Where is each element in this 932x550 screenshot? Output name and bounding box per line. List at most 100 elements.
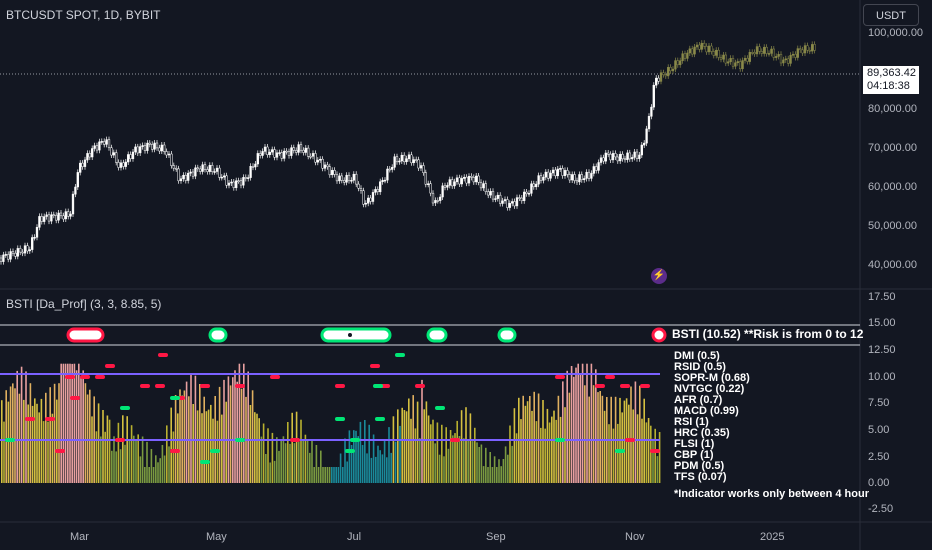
candle-body	[405, 158, 408, 163]
candle-body	[350, 180, 353, 182]
histogram-bar	[465, 407, 467, 483]
candle-body	[415, 159, 418, 161]
histogram-bar	[185, 381, 188, 483]
histogram-bar	[234, 370, 236, 483]
histogram-bar	[25, 371, 27, 483]
candle-body	[381, 179, 384, 182]
histogram-bar	[570, 366, 573, 483]
candle-body	[575, 180, 579, 183]
histogram-bar	[293, 443, 296, 483]
candle-body	[319, 158, 322, 161]
component-marker-green	[5, 438, 15, 442]
candle-body	[669, 67, 672, 72]
histogram-bar	[350, 445, 353, 483]
component-marker-green	[350, 438, 360, 442]
histogram-bar	[324, 467, 326, 483]
component-marker-red	[70, 396, 80, 400]
histogram-bar	[573, 376, 575, 483]
histogram-bar	[49, 387, 51, 483]
component-marker-red	[555, 375, 565, 379]
candle-body	[674, 60, 677, 70]
histogram-bar	[485, 447, 487, 483]
candle-body	[559, 168, 562, 170]
candle-body	[266, 146, 269, 155]
histogram-bar	[91, 416, 93, 483]
candle-body	[734, 62, 737, 67]
histogram-bar	[656, 456, 659, 483]
histogram-bar	[64, 363, 67, 483]
histogram-bar	[280, 440, 282, 483]
candle-body	[436, 200, 439, 202]
histogram-bar	[621, 412, 623, 483]
candle-body	[35, 227, 39, 238]
histogram-bar	[225, 401, 227, 483]
candle-body	[352, 173, 355, 181]
histogram-bar	[135, 440, 137, 483]
candle-body	[364, 202, 367, 205]
histogram-bar	[520, 419, 522, 483]
histogram-bar	[434, 443, 436, 483]
histogram-bar	[311, 440, 313, 483]
price-axis-label: 60,000.00	[868, 181, 917, 193]
candle-body	[547, 171, 550, 179]
histogram-bar	[95, 431, 98, 483]
candle-body	[705, 46, 708, 53]
histogram-bar	[73, 363, 76, 483]
histogram-bar	[482, 466, 485, 483]
histogram-bar	[650, 425, 652, 483]
histogram-bar	[641, 418, 643, 483]
candle-body	[458, 177, 461, 185]
candle-body	[650, 106, 653, 117]
histogram-bar	[427, 415, 430, 483]
component-marker-red	[55, 449, 65, 453]
candle-body	[801, 49, 804, 54]
histogram-bar	[86, 394, 89, 483]
candle-body	[515, 197, 519, 207]
candle-body	[115, 152, 118, 163]
histogram-bar	[401, 407, 403, 483]
candle-body	[441, 185, 444, 198]
histogram-bar	[269, 462, 271, 483]
histogram-bar	[584, 385, 586, 483]
candle-body	[100, 141, 103, 143]
candle-body	[199, 168, 202, 172]
candle-body	[439, 196, 442, 201]
histogram-bar	[179, 389, 181, 483]
component-marker-red	[290, 438, 300, 442]
candle-body	[640, 144, 643, 156]
candle-body	[9, 251, 12, 260]
candle-body	[376, 189, 379, 193]
candle-body	[395, 156, 399, 163]
candle-body	[477, 175, 480, 183]
currency-button[interactable]: USDT	[863, 4, 919, 26]
candle-body	[203, 164, 207, 170]
candle-body	[621, 153, 624, 160]
histogram-bar	[443, 456, 445, 483]
histogram-bar	[509, 425, 511, 483]
histogram-bar	[555, 419, 557, 483]
component-marker-red	[640, 384, 650, 388]
histogram-bar	[320, 450, 322, 483]
histogram-bar	[271, 432, 274, 483]
histogram-bar	[207, 409, 210, 483]
candle-body	[683, 53, 687, 59]
candle-body	[549, 172, 552, 179]
component-marker-green	[200, 460, 210, 464]
histogram-bar	[113, 436, 115, 483]
histogram-bar	[313, 467, 315, 483]
candle-body	[583, 178, 586, 181]
histogram-bar	[445, 427, 447, 483]
histogram-bar	[106, 415, 109, 483]
candle-body	[196, 167, 199, 170]
lightning-icon[interactable]: ⚡	[651, 268, 667, 284]
candle-body	[782, 59, 785, 64]
candle-body	[230, 181, 233, 184]
histogram-bar	[423, 409, 425, 483]
histogram-bar	[38, 412, 40, 483]
histogram-bar	[568, 392, 571, 483]
histogram-bar	[489, 452, 491, 483]
histogram-bar	[414, 428, 417, 483]
candle-body	[592, 166, 595, 174]
candle-body	[261, 151, 264, 156]
